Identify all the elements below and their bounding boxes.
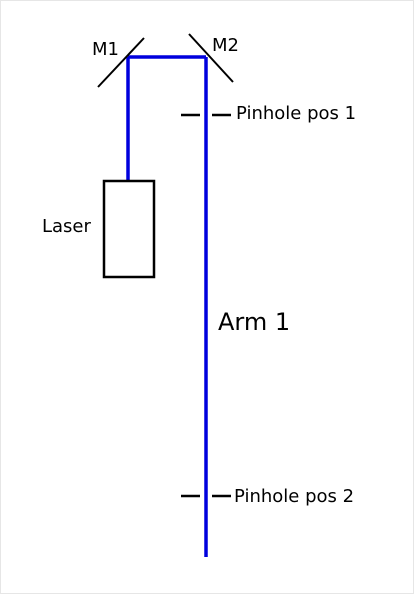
pinhole-1-label: Pinhole pos 1	[236, 103, 356, 124]
mirror-m1	[97, 37, 145, 88]
laser-beam	[126, 55, 208, 557]
laser-label: Laser	[42, 216, 92, 237]
pinhole-2-label: Pinhole pos 2	[234, 486, 354, 507]
arm-1-label: Arm 1	[218, 308, 290, 336]
laser-box	[102, 179, 156, 279]
mirror-m2	[188, 33, 234, 83]
mirror-m1-label: M1	[92, 39, 119, 60]
mirror-m2-label: M2	[212, 35, 239, 56]
